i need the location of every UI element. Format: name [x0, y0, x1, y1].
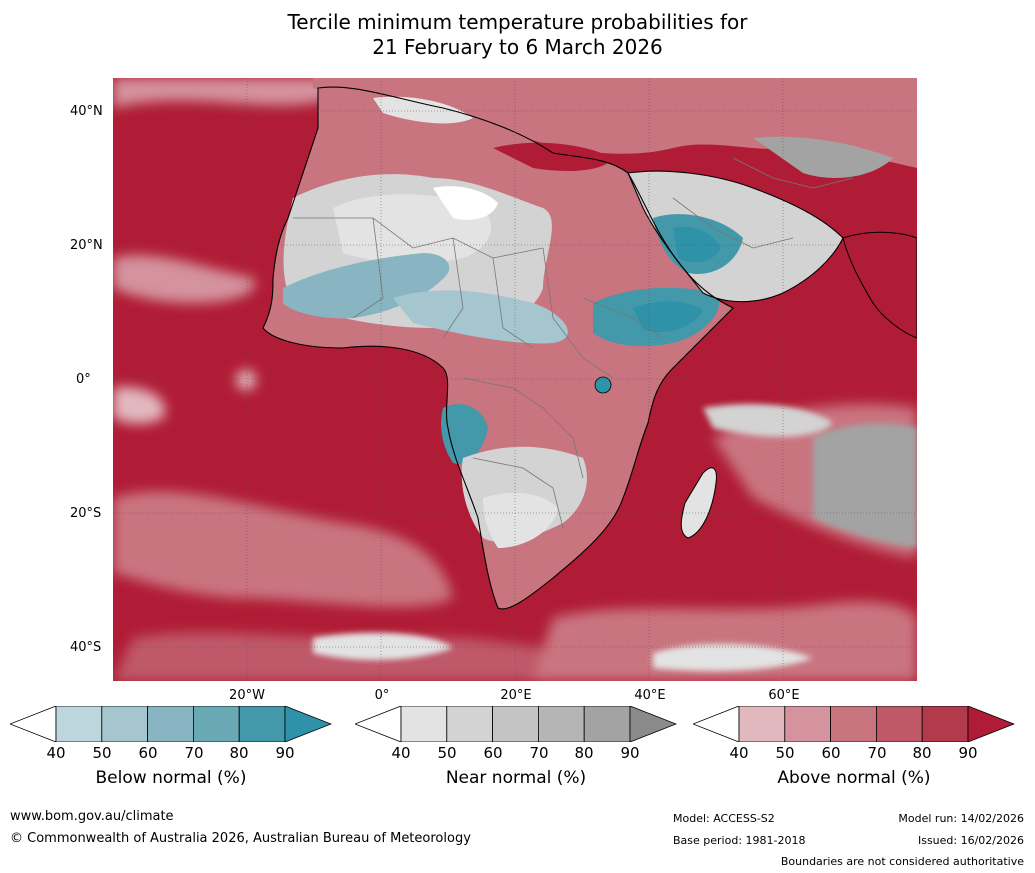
below-tick: 80: [229, 744, 249, 762]
footer-copyright: © Commonwealth of Australia 2026, Austra…: [10, 831, 471, 846]
colorbar-segment: [875, 705, 923, 743]
above-tick: 50: [775, 744, 795, 762]
colorbar-extend-low: [353, 705, 402, 743]
near-tick: 60: [483, 744, 503, 762]
colorbar-below-normal-svg: [8, 705, 333, 743]
near-tick: 80: [574, 744, 594, 762]
colorbar-near-normal-svg: [353, 705, 678, 743]
colorbar-extend-high: [284, 705, 333, 743]
colorbar-segment: [738, 705, 786, 743]
title-line-2: 21 February to 6 March 2026: [372, 35, 663, 59]
above-tick: 80: [912, 744, 932, 762]
title-line-1: Tercile minimum temperature probabilitie…: [287, 10, 748, 34]
colorbar-below-label: Below normal (%): [95, 768, 247, 788]
near-tick: 70: [529, 744, 549, 762]
lat-label-20n: 20°N: [70, 238, 103, 253]
colorbar-segment: [583, 705, 631, 743]
above-tick: 40: [729, 744, 749, 762]
country-borders: [293, 157, 854, 529]
colorbar-near-normal: [353, 705, 678, 743]
near-tick: 50: [437, 744, 457, 762]
lat-label-equator: 0°: [76, 372, 91, 387]
colorbar-segment: [921, 705, 969, 743]
below-tick: 60: [138, 744, 158, 762]
colorbar-segment: [400, 705, 448, 743]
lon-label-0: 0°: [374, 688, 390, 703]
lon-label-20w: 20°W: [229, 688, 265, 703]
footer-base-period: Base period: 1981-2018: [673, 834, 806, 847]
coastlines: [262, 86, 844, 610]
colorbar-segment: [238, 705, 286, 743]
footer-issued: Issued: 16/02/2026: [917, 834, 1024, 847]
footer-website: www.bom.gov.au/climate: [10, 809, 174, 824]
colorbar-above-label: Above normal (%): [777, 768, 931, 788]
ocean-light-patches: [313, 403, 917, 671]
colorbar-segment: [101, 705, 149, 743]
below-tick: 90: [275, 744, 295, 762]
colorbar-segment: [830, 705, 877, 743]
below-tick: 70: [184, 744, 204, 762]
colorbar-segment: [55, 705, 103, 743]
colorbar-extend-high: [629, 705, 678, 743]
colorbar-segment: [192, 705, 240, 743]
footer-model-run: Model run: 14/02/2026: [898, 812, 1024, 825]
lon-label-40e: 40°E: [634, 688, 666, 703]
north-landmass: [313, 78, 917, 178]
footer-disclaimer: Boundaries are not considered authoritat…: [780, 855, 1024, 868]
map-title: Tercile minimum temperature probabilitie…: [0, 10, 1035, 60]
near-tick: 40: [391, 744, 411, 762]
above-tick: 90: [958, 744, 978, 762]
footer-model: Model: ACCESS-S2: [673, 812, 775, 825]
below-tick: 50: [92, 744, 112, 762]
lon-label-60e: 60°E: [768, 688, 800, 703]
map-canvas: [113, 78, 917, 681]
colorbar-below-normal: [8, 705, 333, 743]
colorbar-near-label: Near normal (%): [445, 768, 587, 788]
above-tick: 70: [867, 744, 887, 762]
below-tick: 40: [46, 744, 66, 762]
lat-label-40n: 40°N: [70, 104, 103, 119]
graticule: [113, 78, 917, 681]
india-landmass: [842, 231, 917, 339]
lat-label-20s: 20°S: [70, 506, 102, 521]
colorbar-extend-high: [967, 705, 1016, 743]
lat-label-40s: 40°S: [70, 640, 102, 655]
colorbar-extend-low: [691, 705, 740, 743]
probability-map: [113, 78, 917, 681]
colorbar-extend-low: [8, 705, 57, 743]
africa-landmass: [263, 87, 733, 609]
colorbar-segment: [784, 705, 832, 743]
colorbar-segment: [492, 705, 539, 743]
above-tick: 60: [821, 744, 841, 762]
lon-label-20e: 20°E: [500, 688, 532, 703]
colorbar-segment: [147, 705, 194, 743]
near-tick: 90: [620, 744, 640, 762]
colorbar-above-normal-svg: [691, 705, 1016, 743]
colorbar-segment: [537, 705, 585, 743]
colorbar-segment: [446, 705, 494, 743]
colorbar-above-normal: [691, 705, 1016, 743]
